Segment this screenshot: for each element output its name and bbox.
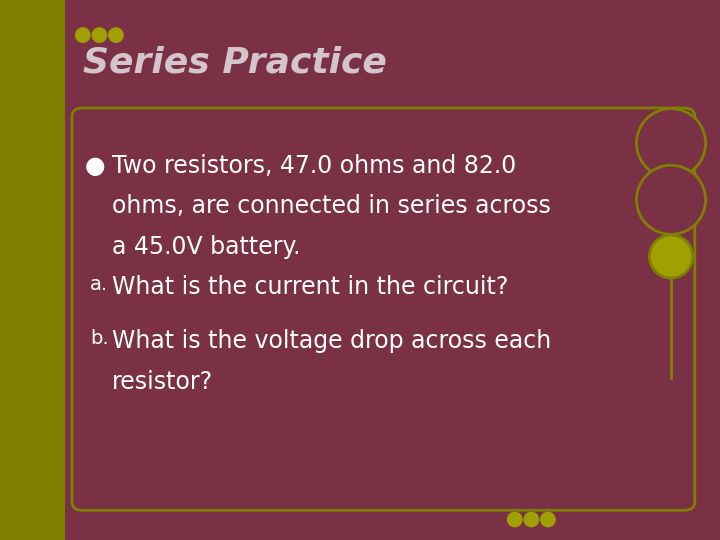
Ellipse shape	[649, 235, 693, 278]
Ellipse shape	[508, 512, 522, 526]
Ellipse shape	[76, 28, 90, 42]
Ellipse shape	[92, 28, 107, 42]
Text: Series Practice: Series Practice	[83, 45, 387, 79]
Text: a 45.0V battery.: a 45.0V battery.	[112, 235, 300, 259]
Text: What is the voltage drop across each: What is the voltage drop across each	[112, 329, 551, 353]
Ellipse shape	[636, 165, 706, 234]
Bar	[0, 0, 65, 540]
Ellipse shape	[541, 512, 555, 526]
Text: ohms, are connected in series across: ohms, are connected in series across	[112, 194, 551, 218]
Ellipse shape	[524, 512, 539, 526]
Text: resistor?: resistor?	[112, 370, 212, 394]
Ellipse shape	[636, 109, 706, 178]
Text: What is the current in the circuit?: What is the current in the circuit?	[112, 275, 508, 299]
Ellipse shape	[109, 28, 123, 42]
Text: ●: ●	[85, 154, 106, 178]
Text: a.: a.	[90, 275, 108, 294]
FancyBboxPatch shape	[72, 108, 695, 510]
Text: Two resistors, 47.0 ohms and 82.0: Two resistors, 47.0 ohms and 82.0	[112, 154, 516, 178]
Text: b.: b.	[90, 329, 109, 348]
